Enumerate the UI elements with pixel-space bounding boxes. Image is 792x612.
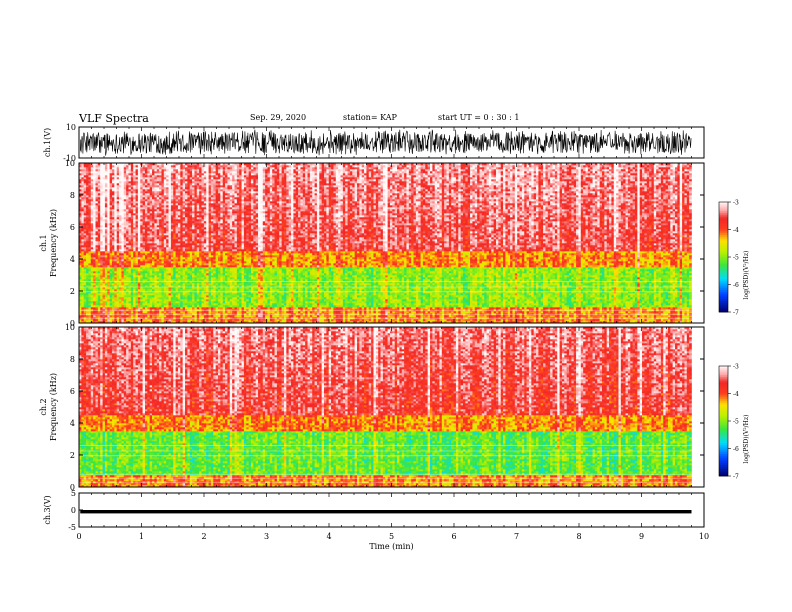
spectrogram-cells-2 (79, 327, 692, 487)
ch3-ytick-label: 5 (71, 489, 76, 498)
colorbar-tick-label: -4 (733, 391, 739, 398)
xaxis-title: Time (min) (369, 542, 413, 551)
xtick-label: 6 (451, 532, 456, 541)
spectrogram-channel-label: ch.2 (39, 398, 48, 415)
ch1-colorbar: -3 -4 -5 -6 -7 log(PSD)(V²/Hz) (719, 200, 750, 317)
colorbar-tick-label: -4 (733, 227, 739, 234)
spectrogram-ytick-label: 6 (70, 387, 75, 396)
colorbar-label: log(PSD)(V²/Hz) (743, 415, 750, 464)
vlf-spectra-figure: 10-10ch.1(V) 0246810ch.1 Frequency (kHz) … (0, 0, 792, 612)
ch2-colorbar: -3 -4 -5 -6 -7 log(PSD)(V²/Hz) (719, 364, 750, 481)
xtick-label: 7 (514, 532, 519, 541)
ch1-ylabel: ch.1(V) (43, 128, 52, 157)
colorbar-tick-label: -6 (733, 282, 739, 289)
spectrogram-ytick-label: 4 (70, 255, 75, 264)
xtick-label: 4 (326, 532, 331, 541)
spectrogram-cells-1 (79, 163, 692, 323)
colorbar-tick-label: -5 (733, 255, 739, 262)
spectrogram-ytick-label: 4 (70, 419, 75, 428)
xtick-label: 10 (699, 532, 709, 541)
ch1-ytick-label: 10 (66, 123, 76, 132)
spectrogram-ytick-label: 8 (70, 355, 75, 364)
colorbar-tick-label: -3 (733, 364, 739, 371)
xtick-label: 8 (576, 532, 581, 541)
xtick-label: 2 (201, 532, 206, 541)
spectrogram-ytick-label: 10 (65, 323, 75, 332)
xtick-label: 1 (139, 532, 144, 541)
ch3-waveform-panel: 5 0 -5 ch.3(V) (43, 489, 704, 532)
ch1-waveform-trace (80, 130, 691, 156)
ch3-ytick-label: -5 (68, 523, 76, 532)
xtick-label: 5 (389, 532, 394, 541)
colorbar-tick-label: -3 (733, 200, 739, 207)
colorbar-tick-label: -5 (733, 419, 739, 426)
ch3-waveform-trace (80, 510, 691, 513)
spectrogram-ytick-label: 2 (70, 451, 75, 460)
time-axis: 0 1 2 3 4 5 6 7 8 9 10 Time (min) (76, 532, 709, 551)
colorbar-label: log(PSD)(V²/Hz) (743, 251, 750, 300)
colorbar-tick-label: -7 (733, 310, 739, 317)
spectrogram-ytick-label: 8 (70, 191, 75, 200)
xtick-label: 3 (264, 532, 269, 541)
spectrogram-channel-label: ch.1 (39, 234, 48, 251)
spectrogram-ylabel: Frequency (kHz) (49, 373, 58, 441)
spectrogram-ytick-label: 10 (65, 159, 75, 168)
spectrogram-ytick-label: 2 (70, 287, 75, 296)
spectrogram-ytick-label: 6 (70, 223, 75, 232)
xtick-label: 9 (639, 532, 644, 541)
colorbar-tick-label: -7 (733, 474, 739, 481)
ch3-ytick-label: 0 (71, 506, 76, 515)
colorbar-tick-label: -6 (733, 446, 739, 453)
xtick-label: 0 (76, 532, 81, 541)
ch3-ylabel: ch.3(V) (43, 495, 52, 524)
spectrogram-ylabel: Frequency (kHz) (49, 209, 58, 277)
